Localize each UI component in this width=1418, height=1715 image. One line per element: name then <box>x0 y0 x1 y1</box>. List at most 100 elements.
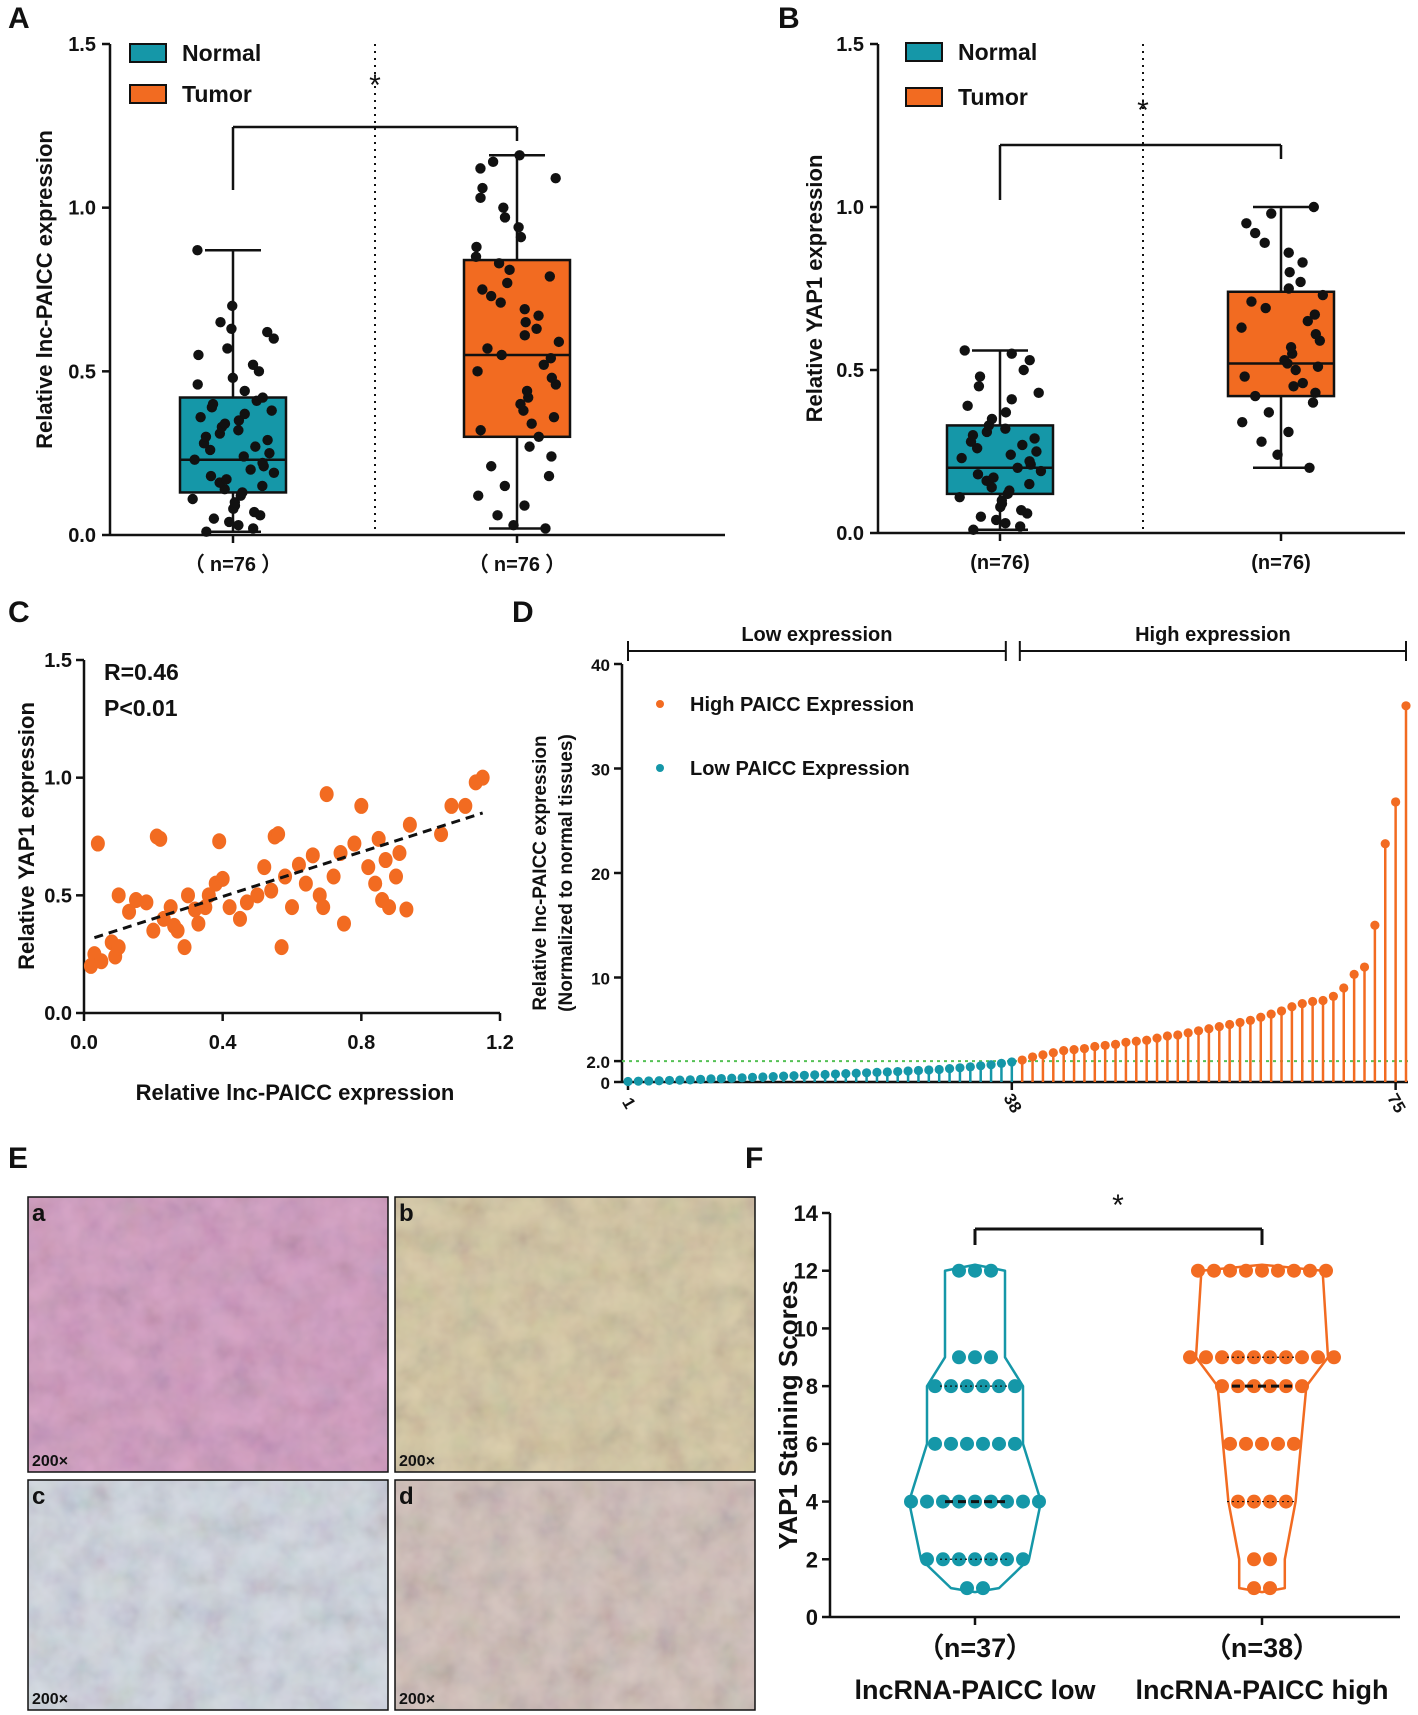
scatter-point <box>368 875 383 892</box>
magnification-label: 200× <box>32 1453 68 1470</box>
x-group-label: (n=76) <box>1251 552 1310 574</box>
y-tick-label: 0.5 <box>44 885 72 907</box>
panel-label-a: A <box>8 2 30 35</box>
legend-marker-low <box>656 764 664 772</box>
histology-frame <box>27 1479 389 1711</box>
data-point <box>223 516 235 528</box>
data-point <box>227 300 238 312</box>
y-tick-label: 12 <box>794 1259 818 1284</box>
data-point <box>1317 289 1329 301</box>
score-point <box>920 1552 934 1567</box>
data-point <box>472 366 483 377</box>
score-point <box>1287 1436 1301 1451</box>
legend-marker-high <box>656 700 664 708</box>
data-point <box>514 150 525 161</box>
data-point <box>502 277 513 289</box>
scatter-point <box>191 915 206 932</box>
violin-outline <box>1194 1263 1330 1594</box>
stat-r: R=0.46 <box>104 659 179 685</box>
lollipop-head <box>644 1076 654 1086</box>
histology-label-a: a <box>32 1200 46 1227</box>
scatter-point <box>402 816 417 833</box>
score-point <box>1271 1263 1285 1278</box>
lollipop-head <box>1349 969 1359 979</box>
data-point <box>533 431 544 442</box>
data-point <box>1297 377 1308 389</box>
panel-label-f: F <box>745 1142 763 1175</box>
data-point <box>1000 407 1012 418</box>
data-point <box>515 231 527 243</box>
scatter-point <box>129 892 143 909</box>
data-point <box>187 493 198 505</box>
y-tick-label: 1.5 <box>44 650 72 672</box>
score-point <box>1271 1436 1285 1451</box>
data-point <box>515 398 526 410</box>
data-point <box>1014 521 1026 532</box>
scatter-point <box>122 903 137 920</box>
data-point <box>540 523 551 534</box>
data-point <box>526 418 537 429</box>
score-point <box>960 1436 974 1451</box>
histology-image-c <box>28 1480 388 1710</box>
lollipop-head <box>903 1066 913 1076</box>
data-point <box>1279 355 1290 366</box>
legend-swatch-normal <box>905 42 943 62</box>
data-point <box>477 284 488 295</box>
score-point <box>1295 1350 1309 1365</box>
lollipop-head <box>996 1058 1007 1068</box>
score-point <box>1327 1350 1341 1365</box>
score-point <box>1183 1350 1197 1365</box>
panel-label-e: E <box>8 1142 28 1175</box>
data-point <box>962 400 973 412</box>
y-tick-label: 10 <box>591 970 610 989</box>
y-tick-label: 14 <box>794 1201 819 1226</box>
scatter-point <box>434 826 449 843</box>
score-point <box>992 1379 1006 1394</box>
lollipop-head <box>893 1066 903 1077</box>
y-tick-label: 20 <box>591 865 610 884</box>
scatter-point <box>90 835 105 852</box>
scatter-point <box>170 922 185 939</box>
lollipop-head <box>944 1064 955 1074</box>
data-point <box>193 349 204 361</box>
data-point <box>1249 227 1261 239</box>
y-tick-label: 0.0 <box>68 525 96 547</box>
lollipop-head <box>727 1073 737 1083</box>
y-axis-label: YAP1 Staining Scores <box>773 1280 803 1549</box>
lollipop-head <box>799 1070 809 1080</box>
data-point <box>262 326 273 338</box>
violin-outline <box>907 1263 1043 1594</box>
lollipop-head <box>1027 1052 1038 1062</box>
data-point <box>1035 465 1047 477</box>
score-point <box>1223 1436 1237 1451</box>
stat-p: P<0.01 <box>104 695 178 721</box>
score-point <box>1295 1379 1309 1394</box>
y-tick-label: 8 <box>806 1374 818 1399</box>
lollipop-head <box>810 1070 820 1080</box>
data-point <box>470 251 482 262</box>
y-axis-label: Relative lnc-PAICC expression <box>32 130 57 449</box>
data-point <box>239 408 250 420</box>
data-point <box>477 182 488 194</box>
data-point <box>268 333 279 344</box>
data-point <box>499 212 511 223</box>
bracket-label-low: Low expression <box>741 624 892 646</box>
score-point <box>976 1379 990 1394</box>
histology-frame <box>394 1479 756 1711</box>
lollipop-head <box>820 1069 830 1080</box>
data-point <box>189 454 200 465</box>
lollipop-head <box>1308 996 1318 1007</box>
lollipop-head <box>1152 1033 1162 1043</box>
lollipop-head <box>696 1074 706 1084</box>
score-point <box>1008 1379 1022 1394</box>
data-point <box>520 317 531 328</box>
x-tick-label: 38 <box>1000 1090 1026 1116</box>
panel-f-violin: 0 2 4 6 8 10 12 14 YAP1 Staining Scores （n=37） lnc… <box>773 1189 1400 1705</box>
data-point <box>492 510 503 521</box>
lollipop-head <box>976 1061 986 1071</box>
data-point <box>249 506 260 518</box>
data-point <box>975 511 987 522</box>
data-point <box>959 345 970 356</box>
lollipop-head <box>924 1065 934 1075</box>
